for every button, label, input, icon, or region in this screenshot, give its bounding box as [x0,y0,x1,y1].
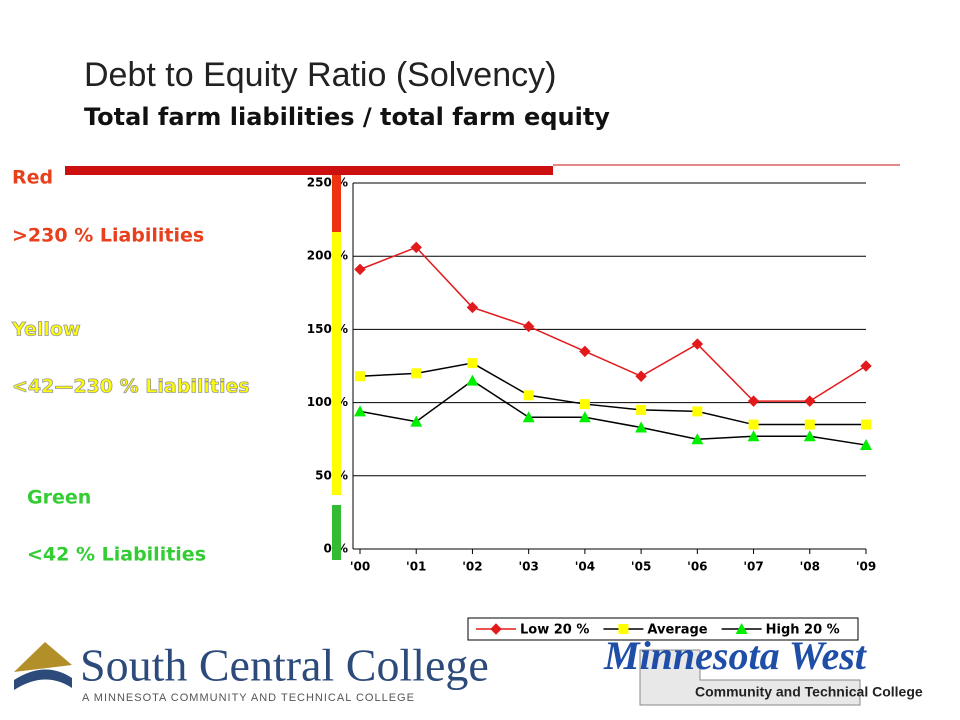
logo-tagline: A MINNESOTA COMMUNITY AND TECHNICAL COLL… [82,692,415,704]
marker [411,368,422,379]
series-line [359,362,866,426]
marker [747,395,760,407]
legend-box [467,617,859,641]
marker [618,624,629,634]
x-tick-label: '06 [687,560,707,574]
logo-right: Minnesota West Community and Technical C… [600,626,930,716]
marker [579,399,590,410]
marker [860,360,872,372]
zone-range: >230 % Liabilities [12,225,204,247]
x-tick-label: '00 [350,560,370,574]
marker [466,374,479,386]
marker [804,419,815,430]
marker [354,263,366,276]
marker [691,433,704,445]
y-tick-label: 150 % [307,322,348,336]
marker [579,345,591,358]
x-tick-label: '02 [462,560,482,574]
marker [860,439,872,451]
y-tick-label: 250 % [307,176,348,190]
marker [490,623,502,635]
marker [410,415,423,427]
slide-title: Debt to Equity Ratio (Solvency) [84,56,556,94]
marker [747,430,760,442]
marker [354,405,366,417]
plot: 0 %50 %100 %150 %200 %250 %'00'01'02'03 '… [307,176,876,574]
x-tick-label: '01 [406,560,426,574]
marker [861,419,871,430]
x-tick-label: '07 [743,560,763,574]
logo-text: Minnesota West [603,633,868,678]
x-tick-label: '03 [518,560,538,574]
marker [735,623,748,634]
zone-range: <42—230 % Liabilities [12,376,250,398]
marker [692,406,703,417]
x-tick-label: '08 [800,560,820,574]
zone-name: Yellow [11,319,81,341]
marker [355,371,365,382]
marker [635,421,648,433]
marker [523,390,534,401]
logo-left: South Central College A MINNESOTA COMMUN… [14,640,489,704]
zone-name: Green [27,487,91,509]
logo-tagline: Community and Technical College [695,684,923,700]
marker [578,411,591,423]
marker [466,301,479,314]
logo-mark [14,669,72,690]
marker [635,370,647,382]
header-bar [65,166,553,175]
zone-name: Red [12,167,53,189]
zone-bar-yellow [332,232,341,495]
x-tick-label: '05 [631,560,651,574]
legend-label: Average [647,623,707,638]
logo-mark [14,642,72,672]
zone-bar-green [332,505,341,560]
logo-text: South Central College [80,640,489,691]
legend: Low 20 % Average High 20 % [467,617,859,641]
y-tick-label: 50 % [315,468,348,482]
y-tick-label: 100 % [307,395,348,409]
marker [522,411,535,423]
zone-range: <42 % Liabilities [27,544,206,566]
slide-subtitle: Total farm liabilities / total farm equi… [84,103,610,131]
marker [748,419,759,430]
logo-map [639,649,861,706]
legend-label: Low 20 % [520,623,589,638]
x-tick-label: '09 [856,560,876,574]
marker [803,430,816,442]
marker [691,338,704,350]
legend-label: High 20 % [766,623,840,638]
marker [522,320,535,333]
series-line [359,379,867,446]
y-tick-label: 200 % [307,249,348,263]
marker [804,395,816,407]
series-line [359,246,867,402]
x-tick-label: '04 [575,560,595,574]
marker [636,404,647,415]
marker [410,241,422,254]
zone-bar-red [332,175,341,232]
marker [467,358,478,369]
